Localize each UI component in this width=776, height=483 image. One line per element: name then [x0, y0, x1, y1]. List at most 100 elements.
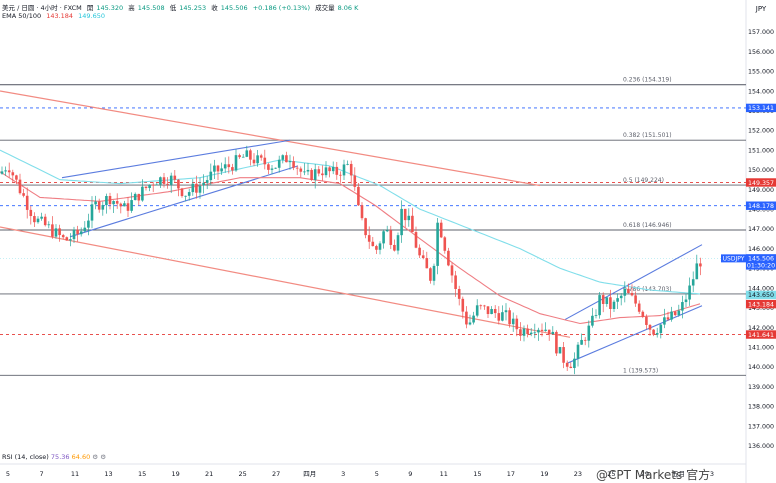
candle-body-151 — [544, 329, 547, 331]
gridlines — [0, 0, 747, 483]
y-tick-9: 148.000 — [748, 207, 774, 214]
tag-text-1: 149.357 — [748, 180, 774, 187]
close-value: 145.506 — [220, 4, 248, 12]
candle-body-9 — [33, 216, 36, 223]
y-tick-14: 143.000 — [748, 305, 774, 312]
candle-body-47 — [169, 175, 173, 185]
candle-body-1 — [4, 170, 7, 172]
candle-body-166 — [598, 295, 601, 316]
y-tick-17: 140.000 — [748, 364, 774, 371]
y-tick-19: 138.000 — [748, 404, 774, 411]
candle-body-133 — [479, 305, 483, 307]
high-label: 高 — [128, 4, 135, 12]
candle-body-163 — [587, 325, 591, 341]
x-tick-10: 3 — [341, 470, 345, 478]
candle-body-53 — [191, 183, 195, 193]
x-tick-13: 11 — [440, 470, 448, 478]
ema50-value: 143.184 — [46, 12, 74, 20]
candle-body-154 — [555, 331, 558, 354]
candle-body-109 — [393, 244, 396, 251]
symbol-name[interactable]: 美元 / 日圆 · 4小时 · FXCM — [2, 4, 82, 12]
y-tick-1: 156.000 — [748, 49, 774, 56]
candle-body-60 — [216, 165, 220, 172]
candle-body-178 — [641, 311, 645, 317]
rsi-legend[interactable]: RSI (14, close) 75.36 64.60 ⚙ ⚙ — [2, 453, 106, 461]
y-tick-6: 151.000 — [748, 147, 774, 154]
candle-body-174 — [627, 288, 630, 293]
candle-body-41 — [148, 184, 151, 189]
candle-body-186 — [670, 311, 673, 320]
rsi-settings-icon[interactable]: ⚙ ⚙ — [92, 453, 107, 461]
candle-body-181 — [652, 329, 655, 335]
x-tick-7: 25 — [239, 470, 247, 478]
candle-body-67 — [241, 156, 245, 158]
candle-body-71 — [256, 155, 259, 164]
candle-body-59 — [213, 165, 216, 172]
y-tick-18: 139.000 — [748, 384, 774, 391]
candle-body-95 — [342, 164, 346, 176]
candle-body-142 — [511, 318, 515, 325]
y-tick-16: 141.000 — [748, 344, 774, 351]
candle-body-66 — [238, 155, 241, 158]
tag-bg-8 — [746, 330, 776, 339]
x-tick-9: 四月 — [303, 470, 316, 478]
candle-body-28 — [101, 205, 105, 210]
candle-body-122 — [439, 222, 443, 238]
candle-body-134 — [483, 305, 486, 307]
fibonacci-levels: 0.236 (154.319) 0.382 (151.501) 0.5 (149.2… — [0, 77, 746, 376]
candle-body-146 — [526, 328, 529, 335]
candle-body-124 — [447, 250, 450, 266]
candle-body-13 — [47, 224, 51, 226]
candle-body-54 — [195, 183, 198, 193]
candle-body-93 — [335, 166, 339, 175]
y-tick-8: 149.000 — [748, 187, 774, 194]
x-tick-15: 17 — [507, 470, 515, 478]
volume-value: 8.06 K — [337, 4, 359, 12]
candle-body-76 — [274, 167, 277, 169]
candle-body-17 — [61, 235, 65, 238]
price-axis-unit: JPY — [755, 5, 767, 13]
candle-body-51 — [184, 195, 187, 197]
x-tick-4: 15 — [138, 470, 146, 478]
candle-body-183 — [659, 324, 663, 334]
candle-body-7 — [25, 195, 29, 210]
high-value: 145.508 — [137, 4, 165, 12]
channel-line-0 — [61, 139, 291, 179]
candle-body-155 — [558, 347, 562, 354]
candle-body-130 — [468, 322, 472, 325]
tag-bg-3 — [721, 254, 746, 263]
candle-body-160 — [576, 344, 580, 359]
low-label: 低 — [169, 4, 177, 12]
candle-body-126 — [454, 275, 457, 289]
candle-body-33 — [119, 203, 123, 207]
tag-bg-0 — [746, 103, 776, 113]
ema-legend[interactable]: EMA 50/100 143.184 149.650 — [2, 12, 108, 20]
candle-body-176 — [634, 295, 637, 304]
candle-body-184 — [663, 317, 666, 325]
y-tick-20: 137.000 — [748, 423, 774, 430]
candle-body-19 — [69, 239, 72, 241]
candle-body-81 — [292, 161, 295, 168]
candle-body-159 — [573, 358, 576, 369]
candle-body-74 — [267, 164, 270, 170]
candle-body-182 — [655, 333, 659, 335]
watermark: @CPT Markets 官方 — [596, 466, 710, 483]
candle-body-42 — [151, 184, 155, 186]
candle-body-165 — [594, 315, 598, 316]
candle-body-37 — [133, 193, 137, 201]
candle-body-177 — [637, 303, 641, 312]
candle-body-86 — [310, 169, 313, 180]
fib-label-1: 0.382 (151.501) — [623, 132, 672, 139]
price-labels: 153.141 149.357 148.178 USDJPY 145.50601:30:… — [721, 103, 776, 339]
candle-body-31 — [112, 201, 115, 205]
candle-body-34 — [123, 203, 126, 207]
symbol-header: 美元 / 日圆 · 4小时 · FXCM 開 145.320 高 145.508 低… — [2, 2, 361, 12]
candle-body-11 — [40, 216, 43, 219]
candle-body-193 — [695, 263, 699, 280]
candlesticks — [0, 145, 702, 375]
candle-body-65 — [234, 155, 238, 171]
candle-body-167 — [601, 295, 605, 304]
fib-label-3: 0.618 (146.946) — [623, 222, 672, 229]
candle-body-140 — [504, 310, 508, 313]
